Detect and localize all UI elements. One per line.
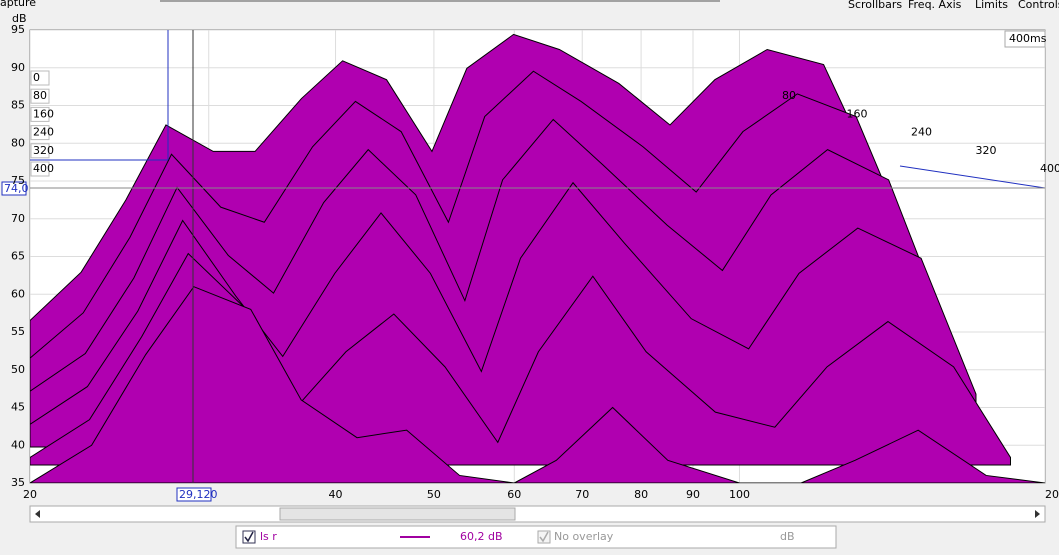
y-tick-label: 85 bbox=[11, 99, 25, 112]
x-tick-label: 60 bbox=[507, 488, 521, 501]
window-title: apture bbox=[0, 0, 36, 9]
menu-item[interactable]: Scrollbars bbox=[848, 0, 902, 11]
time-label-box bbox=[30, 125, 50, 141]
y-tick-label: 40 bbox=[11, 438, 25, 451]
time-box bbox=[1004, 30, 1046, 48]
cursor-right-line bbox=[899, 165, 1046, 189]
x-tick-label: 40 bbox=[329, 488, 343, 501]
y-tick-label: 95 bbox=[11, 23, 25, 36]
x-tick-label: 20 bbox=[23, 488, 37, 501]
time-label: 320 bbox=[33, 144, 54, 157]
y-tick-label: 90 bbox=[11, 61, 25, 74]
time-label-box bbox=[30, 70, 50, 86]
time-label-box bbox=[30, 106, 50, 122]
y-tick-label: 45 bbox=[11, 401, 25, 414]
time-label: 80 bbox=[33, 89, 47, 102]
legend-name: ls r bbox=[260, 530, 277, 543]
y-tick-label: 70 bbox=[11, 212, 25, 225]
time-label: 160 bbox=[846, 107, 867, 120]
x-tick-label: 80 bbox=[634, 488, 648, 501]
time-label-box bbox=[30, 88, 50, 104]
y-tick-label: 35 bbox=[11, 476, 25, 489]
x-tick-label: 50 bbox=[427, 488, 441, 501]
x-tick-label: 70 bbox=[575, 488, 589, 501]
time-label-box bbox=[30, 161, 50, 177]
x-tick-label: 90 bbox=[686, 488, 700, 501]
waterfall-slice bbox=[30, 286, 1045, 483]
y-axis-label: dB bbox=[12, 12, 27, 25]
time-label: 400 bbox=[1040, 162, 1059, 175]
time-label: 0 bbox=[33, 71, 40, 84]
legend bbox=[235, 525, 837, 549]
time-label: 80 bbox=[782, 89, 796, 102]
x-tick-label: 200 Hz bbox=[1045, 488, 1059, 501]
time-label: 240 bbox=[33, 126, 54, 139]
x-tick-label: 100 bbox=[729, 488, 750, 501]
y-tick-label: 75 bbox=[11, 174, 25, 187]
time-label-box bbox=[30, 143, 50, 159]
cursor-x-box bbox=[176, 487, 212, 502]
time-label: 160 bbox=[33, 107, 54, 120]
y-tick-label: 55 bbox=[11, 325, 25, 338]
cursor-y-box bbox=[1, 181, 27, 196]
menu-item[interactable]: Freq. Axis bbox=[908, 0, 962, 11]
cursor-x-label: 29,120 bbox=[179, 488, 218, 501]
legend-unit: dB bbox=[780, 530, 795, 543]
check bbox=[244, 531, 254, 543]
y-tick-label: 50 bbox=[11, 363, 25, 376]
time-box-label: 400ms bbox=[1009, 32, 1047, 45]
time-label: 320 bbox=[975, 144, 996, 157]
time-label: 400 bbox=[33, 162, 54, 175]
scrollbar-thumb[interactable] bbox=[279, 507, 516, 521]
menu-item[interactable]: Limits bbox=[975, 0, 1008, 11]
scrollbar[interactable] bbox=[29, 505, 1046, 523]
y-tick-label: 60 bbox=[11, 287, 25, 300]
cursor-y-label: 74,0 bbox=[4, 182, 29, 195]
y-tick-label: 80 bbox=[11, 136, 25, 149]
legend-reading: 60,2 dB bbox=[460, 530, 503, 543]
legend-overlay: No overlay bbox=[554, 530, 614, 543]
y-tick-label: 65 bbox=[11, 250, 25, 263]
time-label: 240 bbox=[911, 126, 932, 139]
menu-item[interactable]: Controls bbox=[1018, 0, 1059, 11]
check bbox=[539, 531, 549, 543]
